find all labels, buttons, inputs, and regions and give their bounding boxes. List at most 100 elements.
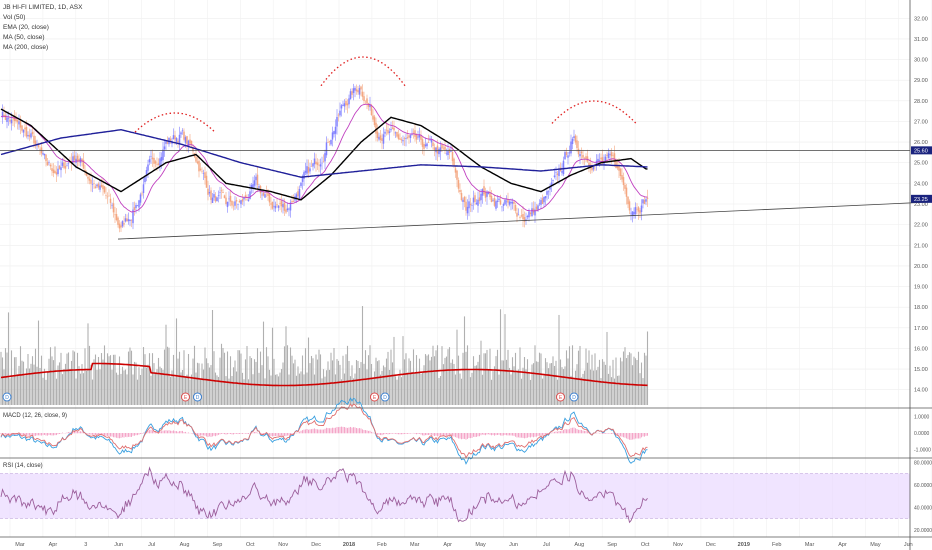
volume-bar (640, 362, 643, 405)
macd-histogram-bar (612, 433, 614, 434)
candle-body (190, 140, 193, 146)
macd-histogram-bar (404, 433, 405, 434)
volume-bar (307, 337, 310, 405)
event-badge (556, 392, 565, 402)
volume-bar (235, 371, 238, 405)
volume-bar (457, 355, 460, 405)
candle-body (618, 165, 620, 171)
volume-bar (330, 352, 332, 405)
volume-bar (151, 353, 154, 405)
volume-bar (444, 357, 446, 405)
macd-histogram-bar (459, 433, 461, 439)
volume-bar (525, 369, 527, 405)
macd-histogram-bar (476, 433, 477, 437)
price-tick-label: 26.00 (914, 140, 928, 146)
candle-body (345, 101, 347, 106)
candle-body (492, 200, 494, 201)
candle-body (471, 205, 473, 206)
volume-bar (634, 358, 637, 405)
volume-bar (477, 361, 479, 405)
macd-histogram-bar (272, 433, 273, 437)
price-tick-label: 32.00 (914, 16, 928, 22)
volume-bar (16, 374, 19, 405)
volume-bar (285, 326, 287, 405)
legend-ema[interactable]: EMA (20, close) (3, 24, 49, 31)
price-tick-label: 28.00 (914, 99, 928, 105)
candle-body (238, 200, 241, 203)
candle-body (217, 195, 220, 196)
volume-bar (54, 346, 56, 405)
candle-body (39, 149, 41, 150)
candle-body (414, 130, 416, 137)
macd-histogram-bar (234, 433, 236, 434)
macd-histogram-bar (336, 426, 338, 434)
volume-bar (31, 356, 34, 405)
candle-body (132, 209, 134, 224)
candle-body (165, 141, 167, 144)
macd-histogram-bar (119, 433, 120, 439)
macd-histogram-bar (32, 433, 33, 436)
volume-bar (114, 354, 116, 405)
macd-histogram-bar (473, 433, 474, 437)
volume-bar (546, 362, 548, 405)
time-axis[interactable]: Mar Apr 3 Jun Jul Aug Sep Oct Nov Dec 2018 Feb Mar Ap… (15, 542, 932, 548)
support-trendline (117, 201, 932, 240)
candle-body (384, 131, 386, 134)
macd-histogram-bar (155, 431, 156, 434)
candle-body (601, 157, 604, 162)
volume-bar (28, 368, 31, 405)
volume-bar (438, 378, 440, 405)
legend-ma50[interactable]: MA (50, close) (3, 34, 45, 41)
candle-body (600, 157, 602, 160)
candle-body (325, 142, 328, 156)
macd-histogram-bar (605, 433, 606, 434)
macd-histogram-bar (240, 433, 242, 434)
macd-histogram-bar (95, 433, 96, 436)
macd-histogram-bar (77, 431, 78, 434)
macd-histogram-bar (329, 428, 330, 434)
volume-bar (213, 351, 215, 405)
candle-body (597, 158, 599, 163)
macd-histogram-bar (317, 429, 318, 434)
macd-histogram-bar (135, 433, 137, 436)
macd-histogram-bar (29, 433, 30, 436)
macd-histogram-bar (584, 430, 585, 434)
candle-body (60, 167, 62, 171)
candle-body (580, 151, 583, 154)
macd-histogram-bar (377, 433, 378, 435)
macd-histogram-bar (506, 433, 507, 436)
candle-body (324, 153, 326, 162)
legend-vol[interactable]: Vol (50) (3, 14, 26, 21)
candle-body (318, 164, 320, 166)
volume-bar (342, 355, 344, 405)
candle-body (429, 139, 431, 141)
candle-body (129, 219, 131, 222)
volume-bar (225, 376, 227, 405)
macd-histogram-bar (383, 433, 384, 435)
candle-body (450, 151, 452, 152)
price-axis[interactable]: 32.00 31.00 30.00 29.00 28.00 27.00 26.00 25.00… (911, 16, 932, 534)
macd-histogram-bar (425, 433, 426, 436)
volume-bar (46, 371, 49, 405)
macd-histogram-bar (626, 433, 627, 439)
candle-body (237, 203, 239, 205)
macd-histogram-bar (164, 430, 165, 434)
macd-histogram-bar (116, 433, 117, 438)
macd-histogram-bar (585, 431, 587, 434)
volume-bar (244, 359, 247, 405)
volume-bar (55, 378, 58, 405)
volume-bar (154, 373, 157, 405)
macd-histogram-bar (198, 433, 200, 436)
candle-body (153, 157, 155, 164)
macd-histogram-bar (567, 429, 569, 434)
candle-body (76, 155, 79, 162)
volume-bar (118, 356, 121, 405)
volume-bar (321, 378, 323, 405)
volume-bar (78, 366, 80, 405)
macd-histogram-bar (399, 433, 401, 435)
macd-histogram-bar (287, 433, 288, 436)
legend-ma200[interactable]: MA (200, close) (3, 44, 49, 51)
symbol-title[interactable]: JB HI-FI LIMITED, 1D, ASX (3, 4, 83, 11)
macd-histogram-bar (230, 433, 231, 434)
